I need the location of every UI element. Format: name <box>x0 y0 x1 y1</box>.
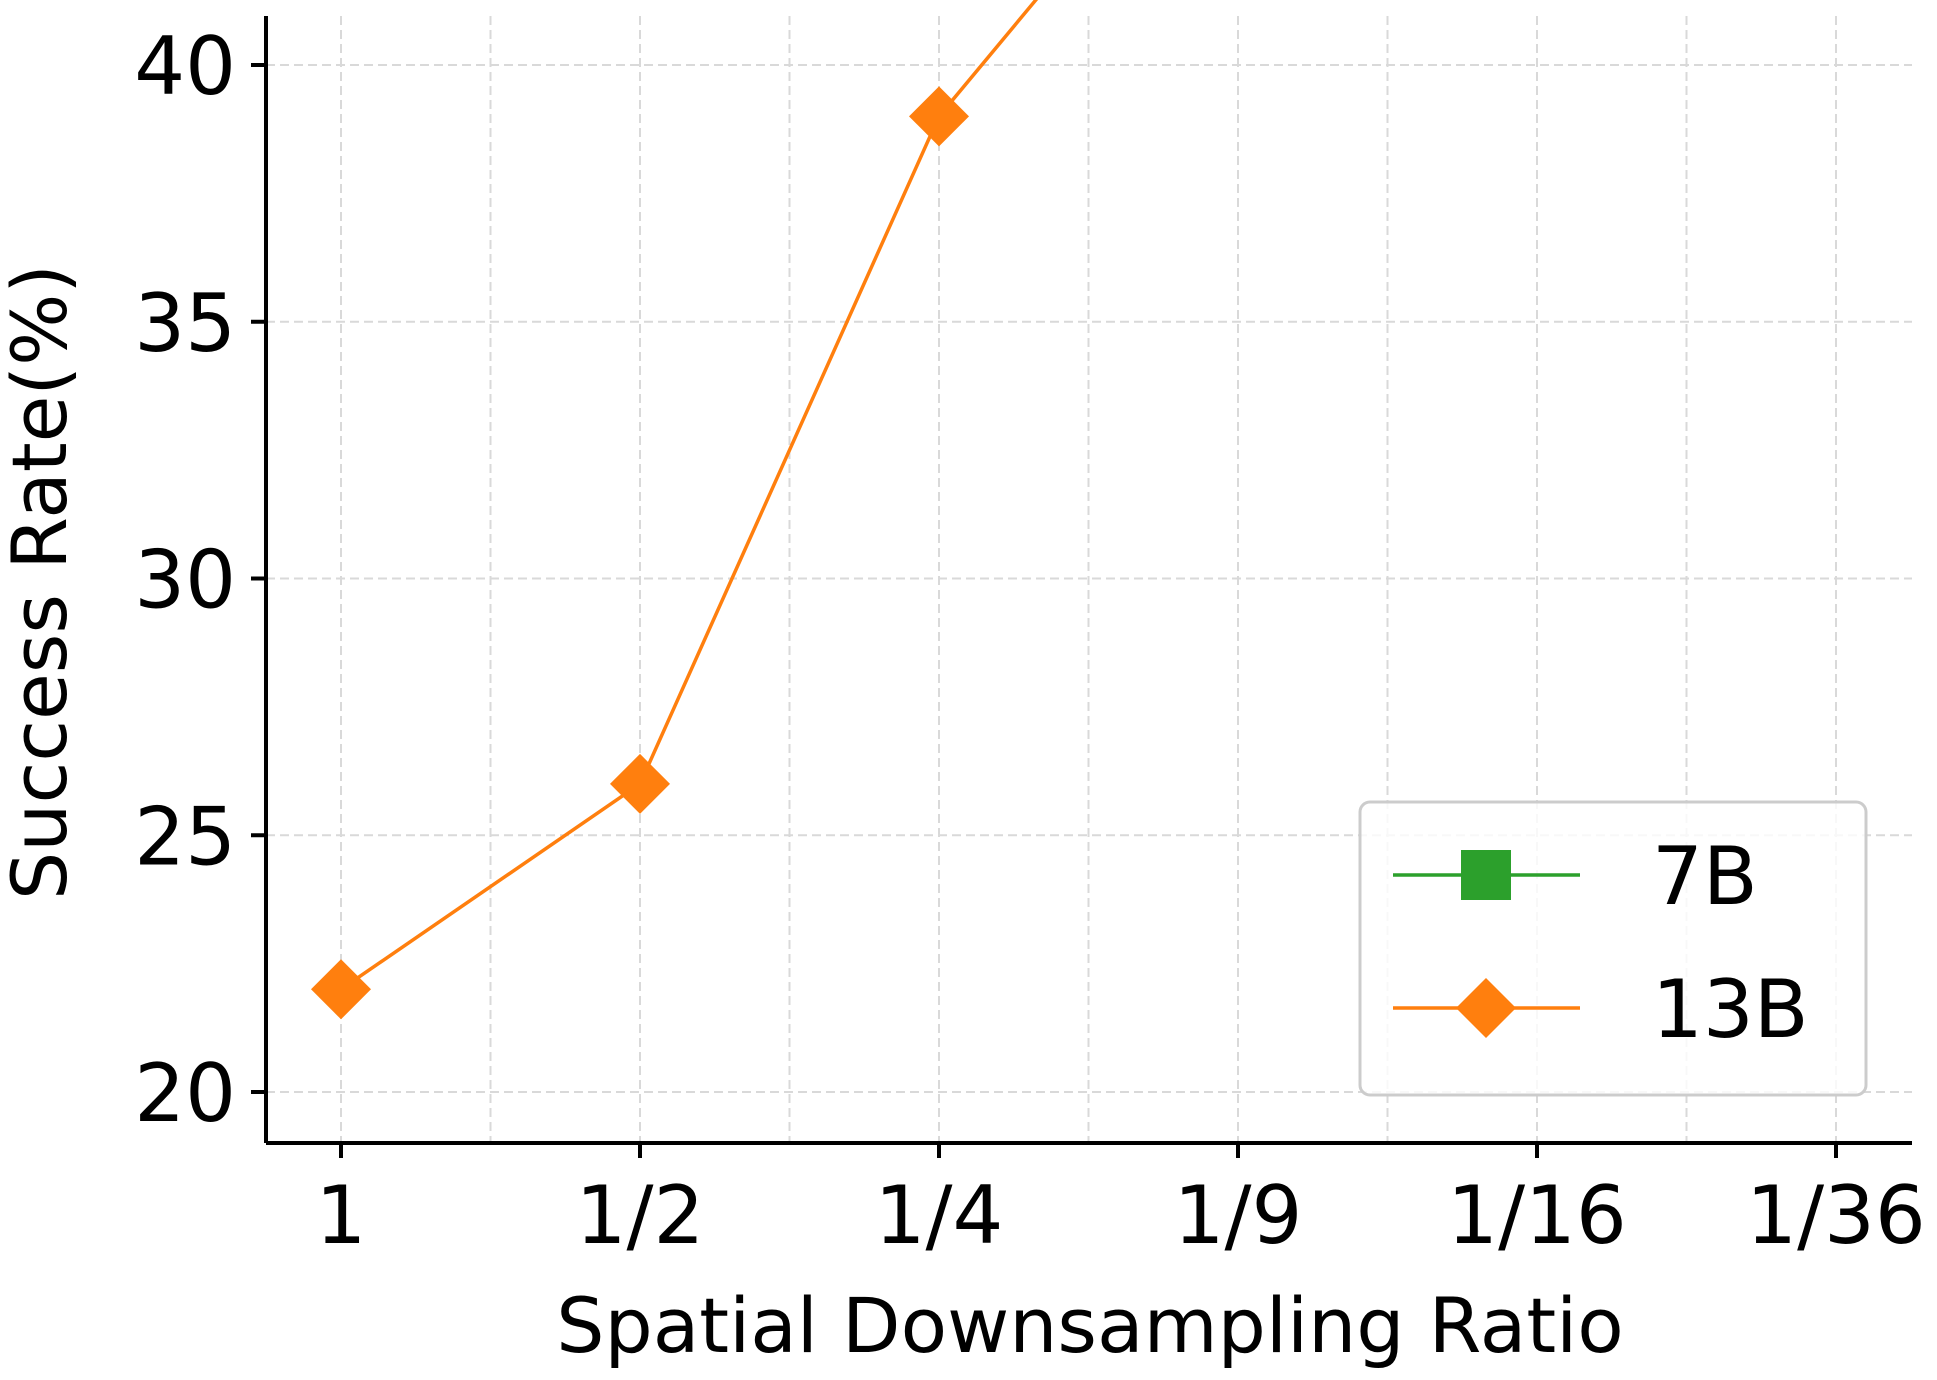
legend-label-13B: 13B <box>1652 963 1809 1056</box>
x-tick-label: 1/9 <box>1174 1169 1303 1262</box>
grid-lines <box>266 16 1912 1143</box>
y-tick-label: 40 <box>134 20 236 113</box>
y-tick-label: 25 <box>134 790 236 883</box>
legend-marker-7B <box>1461 850 1511 900</box>
data-point-13B <box>311 959 371 1020</box>
x-axis-ticks: 1 1/2 1/4 1/9 1/16 1/36 <box>316 1143 1926 1262</box>
y-tick-label: 35 <box>134 277 236 370</box>
x-tick-label: 1/2 <box>576 1169 705 1262</box>
data-point-13B <box>610 753 670 814</box>
y-tick-label: 30 <box>134 534 236 627</box>
data-point-13B <box>909 86 969 147</box>
series-line-13B <box>340 0 1039 991</box>
legend-label-7B: 7B <box>1652 830 1758 923</box>
series-layer <box>311 0 1039 1020</box>
y-axis-ticks: 202530354045505560 <box>134 20 266 1140</box>
x-tick-label: 1/16 <box>1447 1169 1627 1262</box>
legend-marker-13B <box>1456 978 1516 1038</box>
x-tick-label: 1/4 <box>875 1169 1004 1262</box>
x-axis-label: Spatial Downsampling Ratio <box>556 1281 1624 1370</box>
x-tick-label: 1 <box>316 1169 367 1262</box>
x-tick-label: 1/36 <box>1746 1169 1926 1262</box>
y-tick-label: 20 <box>134 1047 236 1140</box>
y-axis-label: Success Rate(%) <box>0 264 84 900</box>
